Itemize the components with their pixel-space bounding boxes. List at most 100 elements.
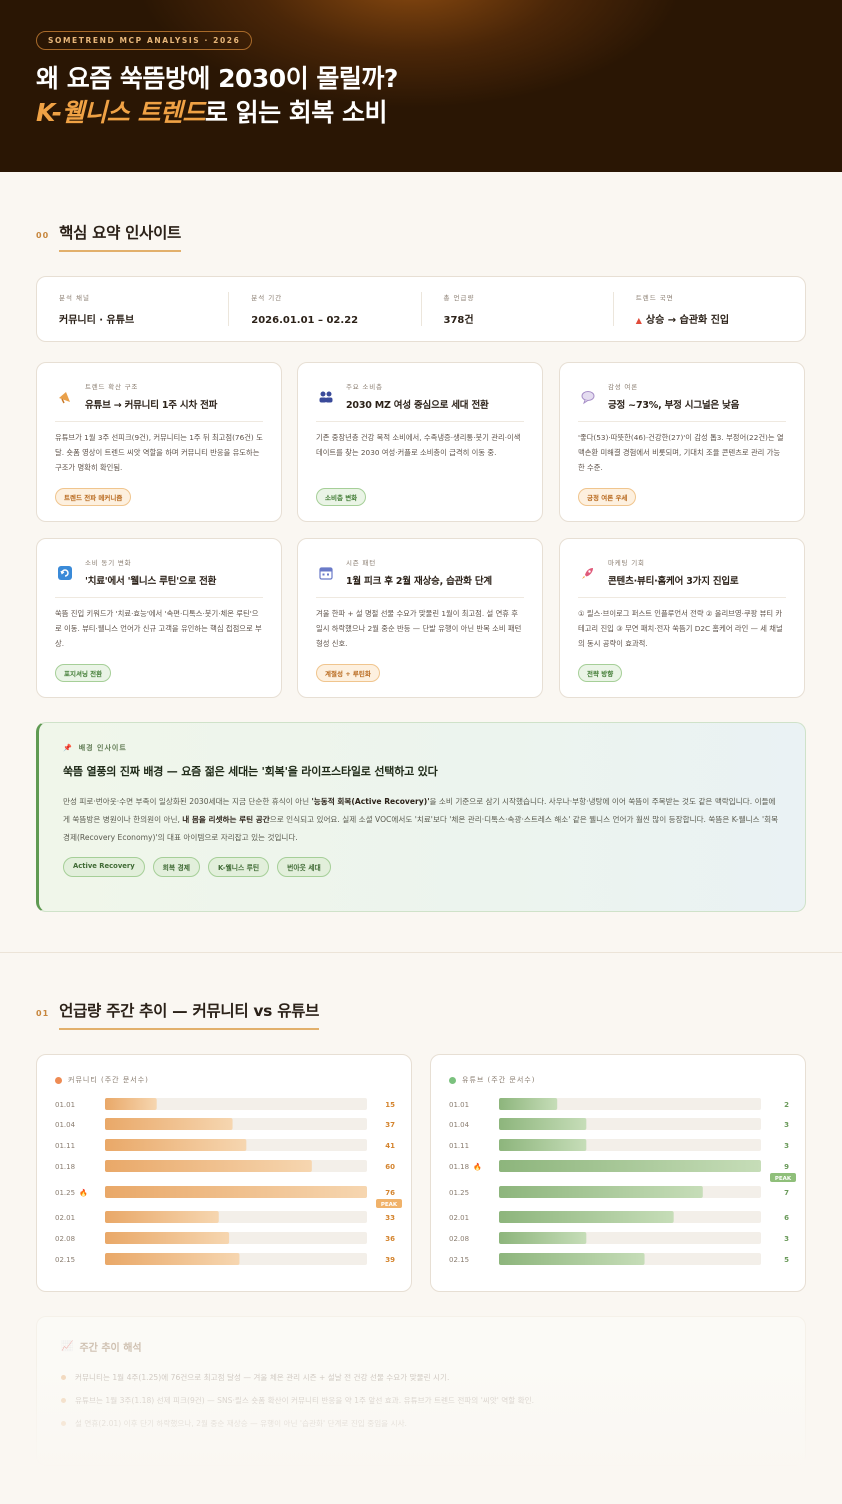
- rocket-icon: [578, 563, 598, 583]
- calendar-icon: [316, 563, 336, 583]
- card-title: 1월 피크 후 2월 재상승, 습관화 단계: [346, 576, 492, 587]
- insight-card-marketing: 마케팅 기회 콘텐츠·뷰티·홈케어 3가지 진입로 ① 릴스·브이로그 퍼스트 …: [559, 538, 805, 698]
- bar: [499, 1139, 587, 1151]
- interpretation-title: 📈 주간 추이 해석: [61, 1339, 781, 1354]
- category-label: 02.08: [55, 1235, 75, 1243]
- background-kicker-text: 배경 인사이트: [78, 744, 127, 752]
- card-pill: 긍정 여론 우세: [578, 488, 637, 506]
- bar-value: 3: [784, 1235, 789, 1243]
- bar-track: [499, 1098, 761, 1110]
- legend-dot: [55, 1076, 62, 1084]
- category-label: 01.01: [449, 1101, 469, 1109]
- section-01-header: 01 언급량 주간 추이 — 커뮤니티 vs 유튜브: [0, 999, 355, 1030]
- bar-value: 2: [784, 1101, 789, 1109]
- summary-cell-channel: 분석 채널 커뮤니티 · 유튜브: [37, 292, 230, 326]
- summary-cell-mentions: 총 언급량 378건: [422, 292, 614, 326]
- bar-value: 15: [385, 1101, 395, 1109]
- card-title: 긍정 ~73%, 부정 시그널은 낮음: [608, 400, 740, 411]
- insight-card-season: 시즌 패턴 1월 피크 후 2월 재상승, 습관화 단계 겨울 한파 + 설 명…: [297, 538, 543, 698]
- peak-label: PEAK: [775, 1176, 792, 1182]
- bar: [105, 1098, 157, 1110]
- insight-card-consumers: 주요 소비층 2030 MZ 여성 중심으로 세대 전환 기존 중장년층 건강 …: [297, 362, 543, 522]
- community-bar-chart: 01.01 15 01.04 37 01.11 41 01.18 60 01.25 🔥 76 PEAK…: [55, 1098, 402, 1265]
- bar-value: 60: [385, 1163, 395, 1171]
- tag: 회복 경제: [152, 857, 201, 877]
- summary-cell-phase: 트렌드 국면 ▲ 상승 → 습관화 진입: [614, 292, 805, 326]
- card-body: 유튜브가 1월 3주 선피크(9건), 커뮤니티는 1주 뒤 최고점(76건) …: [55, 433, 263, 472]
- bar: [499, 1098, 558, 1110]
- category-label: 02.15: [449, 1256, 469, 1264]
- bar-value: 76: [385, 1189, 395, 1197]
- up-triangle-icon: ▲: [635, 316, 642, 325]
- bar: [105, 1211, 219, 1223]
- bar: [499, 1160, 761, 1172]
- card-kicker: 마케팅 기회: [608, 559, 645, 567]
- pushpin-icon: 📌: [63, 744, 73, 752]
- summary-label: 트렌드 국면: [635, 294, 674, 302]
- bar: [499, 1253, 645, 1265]
- background-body: 만성 피로·번아웃·수면 부족이 일상화된 2030세대는 지금 단순한 휴식이…: [63, 793, 781, 847]
- bar-value: 5: [784, 1256, 789, 1264]
- bar-value: 36: [385, 1235, 395, 1243]
- category-label: 01.04: [449, 1121, 470, 1129]
- card-title: 콘텐츠·뷰티·홈케어 3가지 진입로: [608, 576, 739, 587]
- title-rest: 로 읽는 회복 소비: [204, 98, 388, 127]
- card-pill: 계절성 + 루틴화: [316, 664, 380, 682]
- chart-title: 유튜브 (주간 문서수): [462, 1076, 536, 1084]
- chart-title: 커뮤니티 (주간 문서수): [68, 1076, 149, 1084]
- bar-value: 37: [385, 1121, 395, 1129]
- category-label: 02.08: [449, 1235, 469, 1243]
- section-title: 언급량 주간 추이 — 커뮤니티 vs 유튜브: [59, 999, 319, 1030]
- bar: [105, 1160, 312, 1172]
- card-body: 쑥뜸 진입 키워드가 '치료·효능'에서 '속편·디톡스·붓기·체온 루틴'으로…: [55, 609, 262, 648]
- tag: 번아웃 세대: [277, 857, 331, 877]
- interpretation-title-text: 주간 추이 해석: [79, 1343, 142, 1354]
- interpretation-list: 커뮤니티는 1월 4주(1.25)에 76건으로 최고점 달성 — 겨울 체온 …: [61, 1372, 781, 1429]
- bar-track: [105, 1098, 367, 1110]
- refresh-icon: [55, 563, 75, 583]
- bar: [105, 1139, 247, 1151]
- list-item: 설 연휴(2.01) 이후 단기 하락했으나, 2월 중순 재상승 — 유행이 …: [61, 1418, 781, 1429]
- summary-cell-period: 분석 기간 2026.01.01 – 02.22: [229, 292, 422, 326]
- legend-dot: [449, 1076, 456, 1084]
- background-title: 쑥뜸 열풍의 진짜 배경 — 요즘 젊은 세대는 '회복'을 라이프스타일로 선…: [63, 765, 438, 778]
- card-body: ① 릴스·브이로그 퍼스트 인플루언서 전략 ② 올리브영·쿠팡 뷰티 카테고리…: [578, 609, 783, 648]
- peak-badge: [376, 1199, 402, 1208]
- youtube-bar-chart: 01.01 2 01.04 3 01.11 3 01.18 🔥 9 PEAK 01.25 7 02.01…: [449, 1098, 796, 1265]
- bar-value: 39: [385, 1256, 395, 1264]
- interpretation-box: 📈 주간 추이 해석 커뮤니티는 1월 4주(1.25)에 76건으로 최고점 달…: [36, 1316, 806, 1466]
- card-body: 기존 중장년층 건강 목적 소비에서, 수족냉증·생리통·붓기 관리·이색 데이…: [316, 433, 521, 457]
- title-line-1: 왜 요즘 쑥뜸방에 2030이 몰릴까?: [36, 64, 398, 93]
- bar-value: 9: [784, 1163, 789, 1171]
- card-body: '좋다(53)·따뜻한(46)·건강한(27)'이 감성 톱3. 부정어(22건…: [578, 433, 784, 472]
- summary-label: 분석 채널: [59, 294, 90, 302]
- hero-tag: SOMETREND MCP ANALYSIS · 2026: [36, 31, 253, 50]
- peak-badge: [770, 1173, 796, 1182]
- bar-value: 33: [385, 1214, 395, 1222]
- summary-value: ▲ 상승 → 습관화 진입: [636, 311, 783, 326]
- category-label: 01.18: [55, 1163, 75, 1171]
- card-title: 유튜브 → 커뮤니티 1주 시차 전파: [85, 400, 218, 411]
- category-label: 02.15: [55, 1256, 75, 1264]
- megaphone-icon: [55, 387, 75, 407]
- bar: [105, 1118, 233, 1130]
- card-title: '치료'에서 '웰니스 루틴'으로 전환: [85, 576, 217, 587]
- title-accent: K-웰니스 트렌드: [36, 98, 205, 127]
- tag: K-웰니스 루틴: [208, 857, 270, 877]
- peak-label: PEAK: [381, 1202, 398, 1208]
- list-item: 커뮤니티는 1월 4주(1.25)에 76건으로 최고점 달성 — 겨울 체온 …: [61, 1372, 781, 1383]
- bar: [105, 1253, 240, 1265]
- bar-value: 3: [784, 1142, 789, 1150]
- insight-card-sentiment: 감성 여론 긍정 ~73%, 부정 시그널은 낮음 '좋다(53)·따뜻한(46…: [559, 362, 805, 522]
- body-text: 을 소비 기준으로 삼기 시작했습니다. 사우나·부항·냉탕에 이어 쑥뜸이 주…: [63, 797, 776, 824]
- bar-value: 41: [385, 1142, 395, 1150]
- card-title: 2030 MZ 여성 중심으로 세대 전환: [346, 400, 489, 411]
- insight-card-motivation: 소비 동기 변화 '치료'에서 '웰니스 루틴'으로 전환 쑥뜸 진입 키워드가…: [36, 538, 282, 698]
- card-kicker: 주요 소비층: [346, 383, 383, 391]
- section-00-header: 00 핵심 요약 인사이트: [0, 221, 217, 252]
- bar: [499, 1232, 587, 1244]
- chart-legend: 유튜브 (주간 문서수): [449, 1075, 535, 1085]
- chart-card-youtube: 유튜브 (주간 문서수) 01.01 2 01.04 3 01.11 3 01.18 🔥 9 PE…: [430, 1054, 806, 1292]
- speech-bubble-icon: [578, 387, 598, 407]
- body-text: 으로 인식되고 있어요. 실제 소셜 VOC에서도 '치료'보다 '체온 관리·…: [63, 815, 779, 842]
